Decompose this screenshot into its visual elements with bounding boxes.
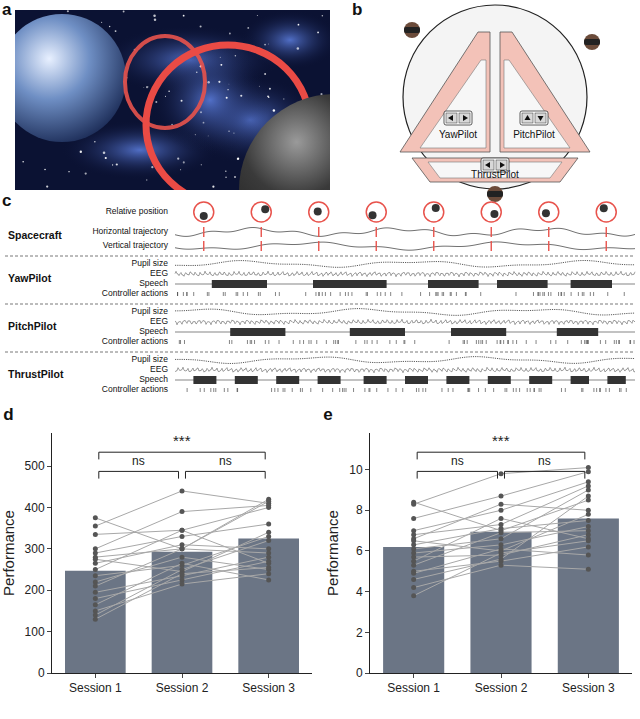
svg-text:a: a	[2, 0, 12, 19]
svg-text:***: ***	[173, 432, 191, 449]
svg-text:YawPilot: YawPilot	[8, 272, 52, 284]
svg-text:Controller actions: Controller actions	[102, 288, 168, 298]
svg-text:Session 1: Session 1	[387, 681, 440, 695]
svg-text:EEG: EEG	[150, 316, 168, 326]
svg-text:Session 2: Session 2	[475, 681, 528, 695]
svg-text:200: 200	[25, 583, 45, 597]
svg-text:***: ***	[492, 432, 510, 449]
svg-text:500: 500	[25, 459, 45, 473]
svg-text:Performance: Performance	[324, 510, 341, 596]
svg-text:2: 2	[356, 626, 363, 640]
svg-text:ns: ns	[451, 454, 464, 468]
svg-text:Vertical trajectory: Vertical trajectory	[103, 240, 169, 250]
svg-text:8: 8	[356, 503, 363, 517]
svg-text:ns: ns	[538, 454, 551, 468]
svg-text:Session 3: Session 3	[242, 681, 295, 695]
svg-text:c: c	[2, 191, 11, 210]
svg-text:b: b	[352, 0, 362, 19]
svg-text:Pupil size: Pupil size	[132, 258, 169, 268]
svg-text:Controller actions: Controller actions	[102, 336, 168, 346]
svg-text:EEG: EEG	[150, 268, 168, 278]
svg-text:Horizontal trajectory: Horizontal trajectory	[92, 226, 168, 236]
svg-text:ThrustPilot: ThrustPilot	[8, 368, 64, 380]
svg-text:EEG: EEG	[150, 364, 168, 374]
svg-text:Session 2: Session 2	[156, 681, 209, 695]
svg-text:d: d	[3, 405, 13, 424]
svg-text:ns: ns	[219, 454, 232, 468]
svg-text:PitchPilot: PitchPilot	[8, 320, 57, 332]
svg-text:Relative position: Relative position	[106, 206, 169, 216]
svg-text:Performance: Performance	[0, 510, 17, 596]
svg-text:10: 10	[349, 463, 363, 477]
svg-text:Speech: Speech	[139, 278, 168, 288]
svg-text:ThrustPilot: ThrustPilot	[471, 169, 519, 180]
svg-text:e: e	[323, 405, 332, 424]
svg-text:PitchPilot: PitchPilot	[513, 129, 555, 140]
svg-text:Session 1: Session 1	[69, 681, 122, 695]
svg-text:Pupil size: Pupil size	[132, 354, 169, 364]
svg-text:Controller actions: Controller actions	[102, 384, 168, 394]
svg-text:0: 0	[38, 666, 45, 680]
svg-text:6: 6	[356, 544, 363, 558]
svg-text:300: 300	[25, 542, 45, 556]
svg-text:Session 3: Session 3	[562, 681, 615, 695]
svg-text:400: 400	[25, 501, 45, 515]
svg-text:4: 4	[356, 585, 363, 599]
svg-text:Speech: Speech	[139, 326, 168, 336]
svg-text:Pupil size: Pupil size	[132, 306, 169, 316]
svg-text:0: 0	[356, 666, 363, 680]
svg-text:100: 100	[25, 625, 45, 639]
svg-text:YawPilot: YawPilot	[439, 129, 477, 140]
svg-text:ns: ns	[132, 454, 145, 468]
svg-text:Speech: Speech	[139, 374, 168, 384]
svg-text:Spacecraft: Spacecraft	[8, 229, 62, 241]
